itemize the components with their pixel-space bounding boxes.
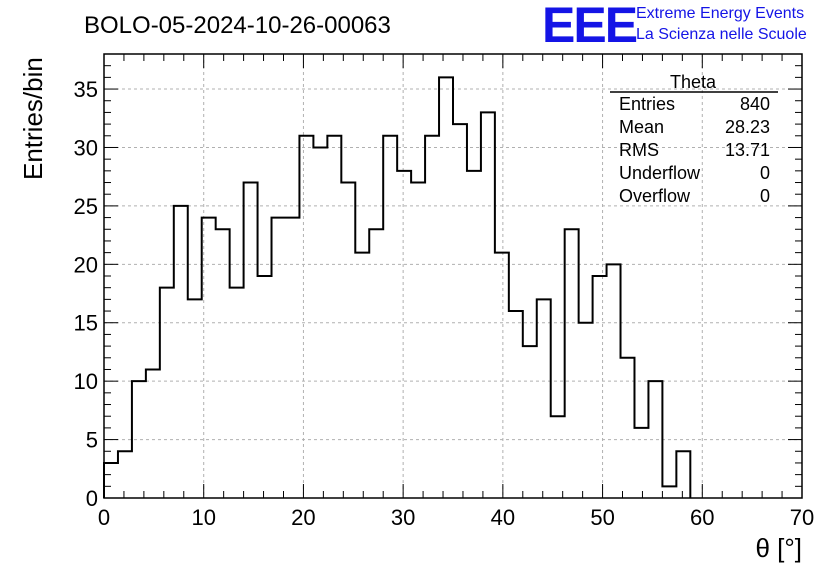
histogram-bin [258,276,272,498]
histogram-bin [467,171,481,498]
stats-row: Entries 840 [619,94,770,114]
stats-value: 13.71 [725,140,770,160]
histogram-bin [621,358,635,498]
histogram-bin [648,381,662,498]
stats-name: Theta [670,72,717,92]
x-tick-label: 60 [690,505,714,530]
y-axis-label: Entries/bin [18,57,48,180]
histogram-bin [202,218,216,498]
x-tick-label: 50 [590,505,614,530]
histogram-bin [481,112,495,498]
histogram-bin [313,147,327,498]
stats-box: Theta Entries 840 Mean 28.23 RMS 13.71 Underfl… [610,72,778,206]
histogram-bin [369,229,383,498]
x-tick-label: 70 [790,505,814,530]
x-axis-label: θ [°] [755,533,802,563]
histogram-bin [104,463,118,498]
x-tick-label: 20 [291,505,315,530]
stats-value: 840 [740,94,770,114]
x-tick-label: 0 [98,505,110,530]
y-tick-label: 15 [74,311,98,336]
stats-label: Mean [619,117,664,137]
histogram-bin [411,183,425,498]
x-tick-label: 40 [491,505,515,530]
stats-row: Mean 28.23 [619,117,770,137]
eee-logo: EEE [542,0,637,53]
stats-label: Entries [619,94,675,114]
histogram-bin [509,311,523,498]
histogram-bin [676,451,690,498]
histogram-bin [341,183,355,498]
y-tick-label: 10 [74,369,98,394]
y-tick-label: 25 [74,194,98,219]
y-tick-label: 35 [74,77,98,102]
chart-title: BOLO-05-2024-10-26-00063 [84,12,391,39]
histogram-bin [593,276,607,498]
histogram-bin [216,229,230,498]
histogram-bin [327,136,341,498]
stats-value: 28.23 [725,117,770,137]
histogram-bin [355,253,369,498]
stats-value: 0 [760,186,770,206]
histogram-bin [425,136,439,498]
histogram-bin [132,381,146,498]
stats-value: 0 [760,163,770,183]
y-tick-label: 30 [74,135,98,160]
histogram-bin [146,369,160,498]
histogram-bin [495,253,509,498]
stats-label: Overflow [619,186,691,206]
histogram-bin [537,299,551,498]
histogram-bin [662,486,676,498]
y-tick-label: 20 [74,252,98,277]
histogram-bin [272,218,286,498]
histogram-bin [607,264,621,498]
histogram-outline [103,76,692,498]
histogram-bin [383,136,397,498]
tick-labels: 0 10 20 30 40 50 60 70 0 5 10 15 20 25 30 35 [74,77,815,530]
x-tick-label: 30 [391,505,415,530]
histogram-bin [299,136,313,498]
stats-row: Underflow 0 [619,163,770,183]
stats-label: RMS [619,140,659,160]
axis-ticks [103,53,803,499]
histogram-bars [103,76,692,498]
stats-row: Overflow 0 [619,186,770,206]
histogram-bin [397,171,411,498]
org-name-line2: La Scienza nelle Scuole [636,26,807,43]
histogram-bin [565,229,579,498]
histogram-bin [160,288,174,498]
org-name-line1: Extreme Energy Events [636,5,804,22]
histogram-bin [551,416,565,498]
y-tick-label: 5 [86,428,98,453]
histogram-bin [523,346,537,498]
y-tick-label: 0 [86,486,98,511]
histogram-bin [579,323,593,498]
stats-row: RMS 13.71 [619,140,770,160]
histogram-bin [244,183,258,498]
histogram-bin [285,218,299,498]
stats-label: Underflow [619,163,701,183]
histogram-bin [174,206,188,498]
histogram-bin [188,299,202,498]
histogram-bin [118,451,132,498]
histogram-bin [439,77,453,498]
histogram-bin [634,428,648,498]
histogram-bin [230,288,244,498]
histogram-bin [453,124,467,498]
x-tick-label: 10 [191,505,215,530]
